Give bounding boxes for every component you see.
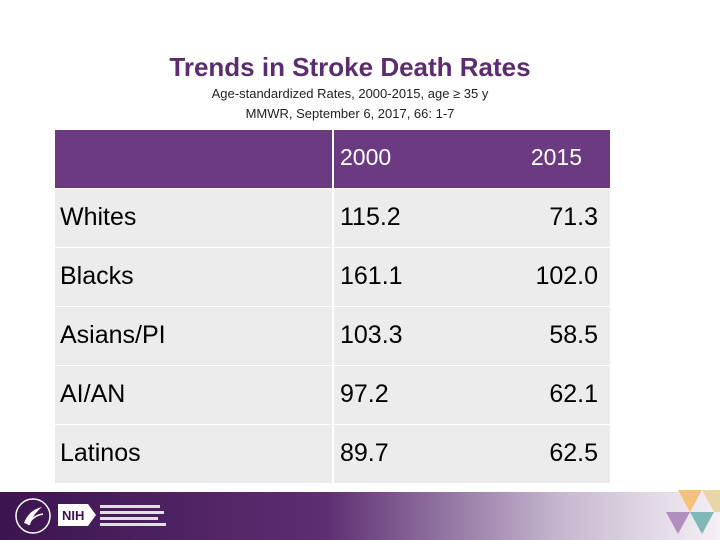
header-cell-2015: 2015	[530, 144, 582, 170]
rate-2000-cell: 97.2	[332, 366, 512, 424]
hhs-seal-icon	[15, 498, 51, 534]
group-cell: Latinos	[55, 425, 332, 483]
rate-2000-cell: 103.3	[332, 307, 512, 365]
rate-2015-cell: 62.1	[512, 366, 610, 424]
header-cell-group	[55, 130, 332, 188]
table-row: Latinos 89.7 62.5	[55, 425, 610, 484]
table-row: Whites 115.2 71.3	[55, 189, 610, 248]
group-cell: Asians/PI	[55, 307, 332, 365]
group-cell: AI/AN	[55, 366, 332, 424]
slide-citation: MMWR, September 6, 2017, 66: 1-7	[245, 106, 455, 121]
table-row: Blacks 161.1 102.0	[55, 248, 610, 307]
rate-2015-cell: 58.5	[512, 307, 610, 365]
rate-2000-cell: 161.1	[332, 248, 512, 306]
institute-name-logo	[100, 505, 166, 526]
decorative-triangles-icon	[666, 490, 720, 534]
slide-title: Trends in Stroke Death Rates	[169, 52, 531, 82]
rate-2000-cell: 115.2	[332, 189, 512, 247]
table-row: AI/AN 97.2 62.1	[55, 366, 610, 425]
stroke-rates-table: 2000 2015 Whites 115.2 71.3 Blacks 161.1…	[55, 130, 610, 484]
svg-text:NIH: NIH	[62, 508, 84, 523]
rate-2015-cell: 62.5	[512, 425, 610, 483]
group-cell: Blacks	[55, 248, 332, 306]
rate-2015-cell: 102.0	[512, 248, 610, 306]
header-cell-2000: 2000	[332, 130, 512, 188]
footer-bar	[0, 492, 720, 540]
table-row: Asians/PI 103.3 58.5	[55, 307, 610, 366]
slide-subtitle: Age-standardized Rates, 2000-2015, age ≥…	[211, 86, 489, 101]
nih-logo: NIH	[58, 504, 96, 526]
group-cell: Whites	[55, 189, 332, 247]
table-header-row: 2000 2015	[55, 130, 610, 189]
rate-2000-cell: 89.7	[332, 425, 512, 483]
rate-2015-cell: 71.3	[512, 189, 610, 247]
